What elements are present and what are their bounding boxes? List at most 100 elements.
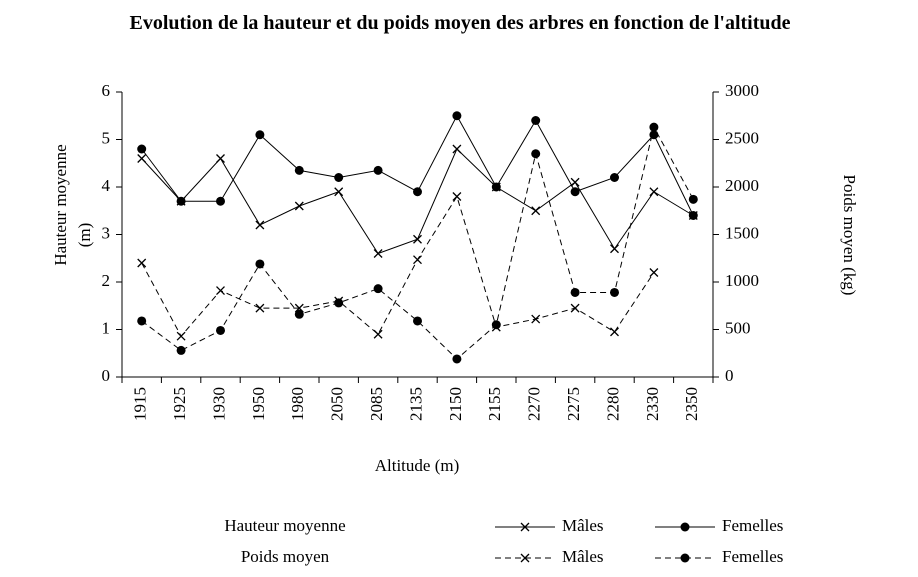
marker: [531, 314, 541, 324]
marker: [452, 192, 462, 201]
x-tick-label: 1980: [288, 387, 307, 421]
marker: [531, 116, 541, 125]
y-tick-label: 0: [102, 366, 111, 385]
marker: [373, 329, 383, 339]
y-tick-label: 2: [102, 271, 111, 290]
marker: [570, 303, 580, 313]
legend-label: Mâles: [562, 516, 604, 535]
marker: [137, 144, 147, 154]
y-tick-label: 5: [102, 128, 111, 147]
x-tick-label: 1930: [209, 387, 228, 421]
x-tick-label: 1925: [170, 387, 189, 421]
chart-title: Evolution de la hauteur et du poids moye…: [129, 12, 791, 34]
marker: [216, 286, 225, 296]
x-tick-label: 1915: [131, 387, 150, 421]
marker: [610, 327, 619, 337]
y2-tick-label: 500: [725, 318, 751, 337]
y2-tick-label: 2000: [725, 176, 759, 195]
marker: [649, 268, 659, 277]
marker: [294, 201, 304, 211]
marker: [649, 122, 659, 132]
marker: [688, 211, 698, 220]
legend-label: Mâles: [562, 547, 604, 566]
x-tick-label: 2280: [603, 387, 622, 421]
legend-marker: [520, 553, 530, 563]
marker: [531, 149, 541, 159]
x-axis-label: Altitude (m): [375, 456, 460, 475]
marker: [373, 284, 383, 294]
legend-marker: [680, 553, 690, 563]
x-tick-label: 2050: [328, 387, 347, 421]
x-tick-label: 2275: [564, 387, 583, 421]
marker: [610, 244, 619, 254]
x-tick-label: 1950: [249, 387, 268, 421]
legend-marker: [520, 522, 530, 532]
legend-label: Femelles: [722, 547, 783, 566]
legend-group-label: Hauteur moyenne: [224, 516, 345, 535]
marker: [294, 165, 304, 175]
marker: [216, 325, 225, 335]
x-tick-label: 2155: [485, 387, 504, 421]
marker: [373, 249, 383, 258]
marker: [137, 258, 147, 268]
marker: [255, 130, 265, 140]
series-line: [141, 195, 655, 338]
marker: [413, 234, 422, 244]
marker: [570, 177, 580, 187]
marker: [452, 144, 462, 154]
x-tick-label: 2135: [406, 387, 425, 421]
marker: [176, 345, 186, 355]
marker: [491, 182, 501, 192]
marker: [334, 173, 344, 182]
y-tick-label: 3: [102, 223, 111, 242]
marker: [216, 196, 225, 206]
marker: [452, 111, 462, 121]
y2-tick-label: 1000: [725, 271, 759, 290]
marker: [334, 187, 344, 197]
marker: [255, 259, 265, 269]
x-tick-label: 2085: [367, 387, 386, 421]
legend-marker: [680, 522, 690, 532]
marker: [413, 255, 422, 265]
y2-tick-label: 1500: [725, 223, 759, 242]
marker: [610, 173, 619, 182]
marker: [491, 320, 501, 330]
marker: [294, 309, 304, 319]
y2-tick-label: 3000: [725, 81, 759, 100]
marker: [570, 187, 580, 197]
y-tick-label: 4: [102, 176, 111, 195]
marker: [649, 187, 659, 197]
marker: [137, 154, 147, 163]
marker: [334, 298, 344, 308]
marker: [137, 316, 147, 326]
y-axis-label: (m): [75, 223, 94, 248]
y2-tick-label: 0: [725, 366, 734, 385]
y2-tick-label: 2500: [725, 128, 759, 147]
marker: [176, 331, 186, 341]
marker: [570, 287, 580, 297]
marker: [255, 303, 265, 313]
marker: [452, 354, 462, 364]
legend-label: Femelles: [722, 516, 783, 535]
marker: [531, 206, 541, 216]
marker: [688, 194, 698, 204]
legend-group-label: Poids moyen: [241, 547, 330, 566]
marker: [373, 165, 383, 175]
y-tick-label: 1: [102, 318, 111, 337]
marker: [255, 220, 265, 230]
series-line: [141, 125, 694, 360]
marker: [176, 196, 186, 206]
marker: [413, 187, 422, 197]
y2-axis-label: Poids moyen (kg): [840, 175, 859, 296]
y-tick-label: 6: [102, 81, 111, 100]
marker: [610, 287, 619, 297]
marker: [216, 154, 225, 163]
x-tick-label: 2330: [643, 387, 662, 421]
x-tick-label: 2270: [525, 387, 544, 421]
x-tick-label: 2150: [446, 387, 465, 421]
marker: [413, 316, 422, 326]
y-axis-label: Hauteur moyenne: [51, 144, 70, 265]
x-tick-label: 2350: [682, 387, 701, 421]
